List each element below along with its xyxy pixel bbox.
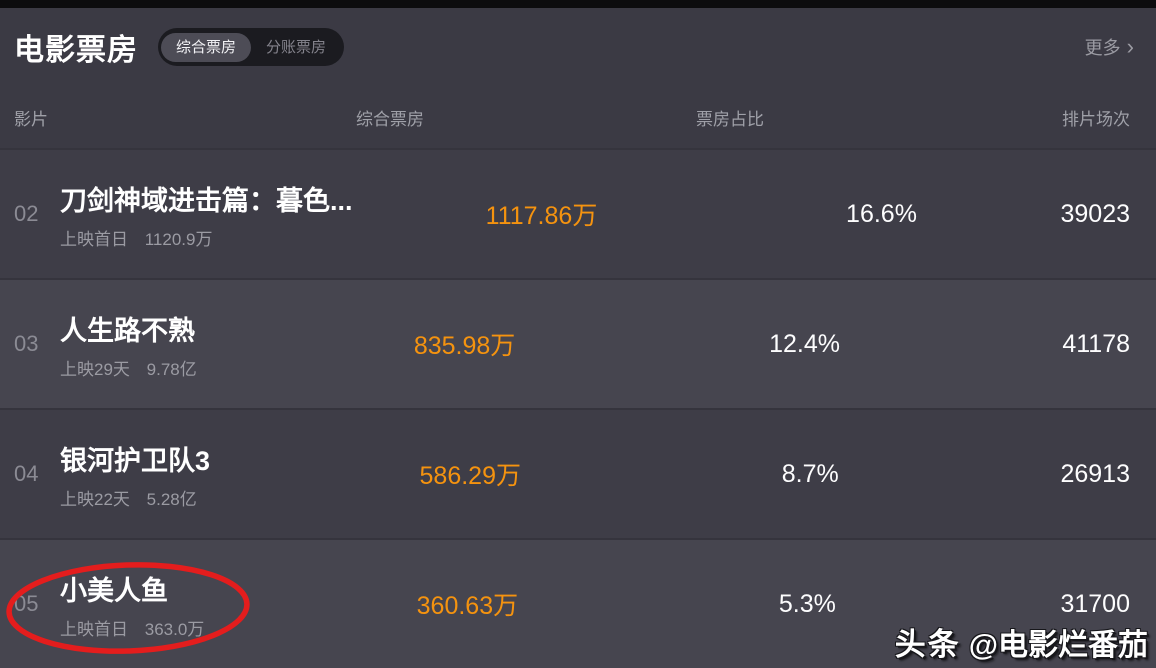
release-label: 上映29天 <box>60 359 130 379</box>
movie-title[interactable]: 银河护卫队3 <box>60 445 211 476</box>
box-office-value: 1117.86万 <box>485 202 598 230</box>
release-value: 363.0万 <box>144 619 205 639</box>
movie-subtitle: 上映22天 5.28亿 <box>60 485 210 510</box>
box-office-type-toggle: 综合票房 分账票房 <box>158 28 345 66</box>
movie-title[interactable]: 刀剑神域进击篇：暮色... <box>60 185 353 216</box>
film-info: 刀剑神域进击篇：暮色... 上映首日 1120.9万 <box>60 179 353 250</box>
film-cell: 05 小美人鱼 上映首日 363.0万 <box>0 569 342 640</box>
more-label: 更多 <box>1084 38 1121 58</box>
page-title: 电影票房 <box>14 34 138 67</box>
column-header-sessions: 排片场次 <box>1062 109 1130 129</box>
tab-composite-box-office[interactable]: 综合票房 <box>161 32 252 62</box>
column-header-share: 票房占比 <box>696 109 764 129</box>
share-value: 16.6% <box>846 199 917 228</box>
table-row[interactable]: 03 人生路不熟 上映29天 9.78亿 835.98万 12.4% 41178 <box>0 278 1156 408</box>
watermark-brand: 头条 <box>894 627 961 662</box>
film-cell: 02 刀剑神域进击篇：暮色... 上映首日 1120.9万 <box>0 179 417 250</box>
rank-label: 04 <box>14 461 39 486</box>
more-link[interactable]: 更多 › <box>1085 34 1134 60</box>
release-value: 5.28亿 <box>146 489 197 509</box>
sessions-value: 26913 <box>1060 459 1130 488</box>
film-info: 人生路不熟 上映29天 9.78亿 <box>60 309 197 380</box>
sessions-value: 41178 <box>1062 329 1131 358</box>
box-office-value: 835.98万 <box>413 332 516 360</box>
release-label: 上映22天 <box>60 489 130 509</box>
movie-subtitle: 上映29天 9.78亿 <box>60 355 197 380</box>
movie-subtitle: 上映首日 1120.9万 <box>60 225 353 250</box>
sessions-value: 39023 <box>1060 199 1131 228</box>
watermark-handle: @电影烂番茄 <box>968 629 1148 662</box>
top-black-bar <box>0 0 1156 8</box>
header-bar: 电影票房 综合票房 分账票房 更多 › <box>0 8 1156 86</box>
sessions-value: 31700 <box>1060 589 1130 618</box>
release-value: 1120.9万 <box>144 229 213 249</box>
table-row[interactable]: 04 银河护卫队3 上映22天 5.28亿 586.29万 8.7% 26913 <box>0 408 1156 538</box>
tab-split-box-office[interactable]: 分账票房 <box>251 33 341 62</box>
column-header-film: 影片 <box>14 109 48 129</box>
box-office-value: 360.63万 <box>416 592 519 620</box>
release-value: 9.78亿 <box>146 359 197 379</box>
chevron-right-icon: › <box>1126 34 1134 59</box>
movie-title[interactable]: 小美人鱼 <box>60 575 168 606</box>
film-info: 小美人鱼 上映首日 363.0万 <box>60 569 204 640</box>
film-cell: 03 人生路不熟 上映29天 9.78亿 <box>0 309 340 380</box>
watermark: 头条 @电影烂番茄 <box>895 619 1148 664</box>
share-value: 5.3% <box>778 589 836 618</box>
box-office-value: 586.29万 <box>419 462 521 490</box>
column-header-gross: 综合票房 <box>356 109 424 129</box>
rank-label: 03 <box>14 331 39 356</box>
table-column-headers: 影片 综合票房 票房占比 排片场次 <box>0 86 1156 148</box>
share-value: 8.7% <box>781 459 839 488</box>
table-row[interactable]: 02 刀剑神域进击篇：暮色... 上映首日 1120.9万 1117.86万 1… <box>0 148 1156 278</box>
rank-label: 05 <box>14 591 39 616</box>
movie-title[interactable]: 人生路不熟 <box>60 315 195 346</box>
release-label: 上映首日 <box>60 619 128 639</box>
rank-label: 02 <box>14 201 39 226</box>
release-label: 上映首日 <box>60 229 128 249</box>
film-info: 银河护卫队3 上映22天 5.28亿 <box>60 439 210 510</box>
share-value: 12.4% <box>769 329 840 358</box>
film-cell: 04 银河护卫队3 上映22天 5.28亿 <box>0 439 345 510</box>
movie-subtitle: 上映首日 363.0万 <box>60 615 204 640</box>
